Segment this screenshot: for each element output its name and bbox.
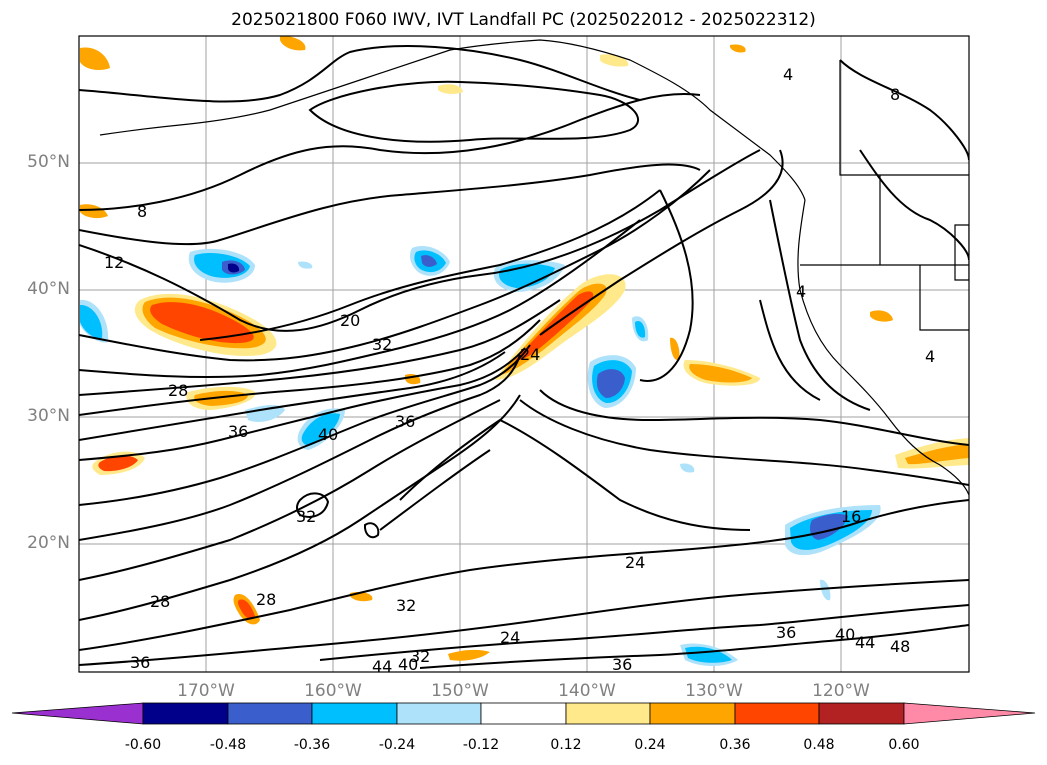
contour-label-36c: 36 bbox=[776, 623, 796, 642]
contour-label-28b: 28 bbox=[150, 592, 170, 611]
contour-label-16: 16 bbox=[841, 507, 861, 526]
colorbar-tick: -0.24 bbox=[378, 737, 416, 753]
colorbar-tick: -0.48 bbox=[209, 737, 247, 753]
colorbar-tick: 0.60 bbox=[888, 737, 920, 753]
colorbar-tick: 0.24 bbox=[634, 737, 666, 753]
contour-label-4b: 4 bbox=[796, 282, 806, 301]
lon-label-170w: 170°W bbox=[177, 681, 235, 701]
colorbar-tick: -0.36 bbox=[293, 737, 331, 753]
contour-label-36: 36 bbox=[228, 422, 248, 441]
contour-label-32b: 32 bbox=[296, 507, 316, 526]
contour-label-4c: 4 bbox=[925, 347, 935, 366]
contour-label-32d: 32 bbox=[410, 647, 430, 666]
contour-label-40c: 40 bbox=[398, 655, 418, 674]
contour-label-36b: 36 bbox=[395, 412, 415, 431]
contour-label-24: 24 bbox=[625, 553, 645, 572]
map-area bbox=[79, 36, 969, 672]
contour-label-28c: 28 bbox=[256, 590, 276, 609]
lat-label-30n: 30°N bbox=[27, 406, 70, 426]
lat-label-20n: 20°N bbox=[27, 533, 70, 553]
lon-label-150w: 150°W bbox=[431, 681, 489, 701]
contour-label-24b: 24 bbox=[500, 628, 520, 647]
contour-label-32: 32 bbox=[372, 335, 392, 354]
map-title: 2025021800 F060 IWV, IVT Landfall PC (20… bbox=[231, 10, 816, 30]
contour-label-28: 28 bbox=[168, 381, 188, 400]
colorbar-extend-max bbox=[903, 702, 1036, 725]
lon-label-130w: 130°W bbox=[685, 681, 743, 701]
lon-label-120w: 120°W bbox=[812, 681, 870, 701]
lon-label-140w: 140°W bbox=[558, 681, 616, 701]
contour-label-44b: 44 bbox=[372, 657, 392, 676]
lon-label-160w: 160°W bbox=[304, 681, 362, 701]
contour-label-40: 40 bbox=[318, 425, 338, 444]
colorbar-tick: -0.12 bbox=[462, 737, 500, 753]
contour-label-36e: 36 bbox=[130, 653, 150, 672]
contour-label-24c: 24 bbox=[520, 345, 540, 364]
contour-label-36d: 36 bbox=[612, 655, 632, 674]
contour-label-20: 20 bbox=[340, 311, 360, 330]
colorbar-tick: 0.48 bbox=[803, 737, 835, 753]
contour-label-8: 8 bbox=[137, 202, 147, 221]
contour-labels: 8 12 20 32 28 36 36 40 32 24 16 28 28 32… bbox=[104, 65, 935, 676]
coastlines bbox=[99, 39, 969, 496]
colorbar-tick: 0.12 bbox=[550, 737, 582, 753]
colorbar-extend-min bbox=[11, 702, 144, 725]
ivt-contours bbox=[79, 45, 969, 669]
contour-label-12: 12 bbox=[104, 253, 124, 272]
contour-label-40b: 40 bbox=[835, 625, 855, 644]
contour-label-8b: 8 bbox=[890, 85, 900, 104]
colorbar bbox=[11, 702, 1036, 725]
map-frame bbox=[78, 35, 970, 673]
colorbar-tick: 0.36 bbox=[719, 737, 751, 753]
lat-label-50n: 50°N bbox=[27, 152, 70, 172]
colorbar-tick: -0.60 bbox=[124, 737, 162, 753]
lat-label-40n: 40°N bbox=[27, 279, 70, 299]
contour-label-32c: 32 bbox=[396, 596, 416, 615]
contour-label-44: 44 bbox=[855, 633, 875, 652]
contour-label-4: 4 bbox=[783, 65, 793, 84]
contour-label-48: 48 bbox=[890, 637, 910, 656]
